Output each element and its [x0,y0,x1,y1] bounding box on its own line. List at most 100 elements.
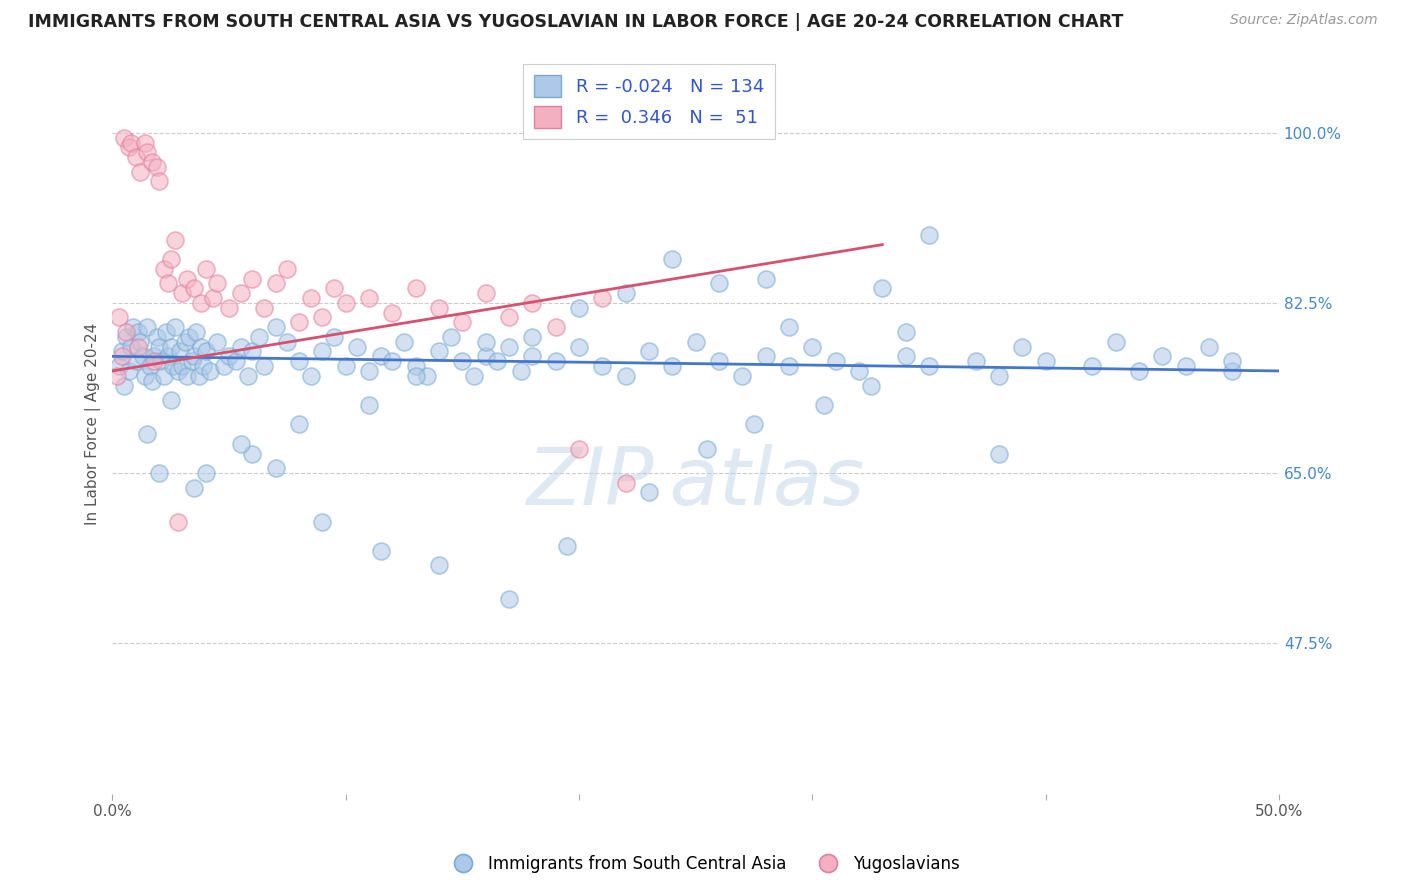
Point [894,350,917,364]
Point [112,378,135,392]
Point [190,340,212,354]
Point [122,320,145,334]
Point [194,466,217,480]
Point [152,261,174,276]
Point [335,359,357,373]
Point [357,398,380,412]
Point [179,330,201,344]
Point [166,515,188,529]
Point [118,140,141,154]
Point [486,354,509,368]
Point [201,291,224,305]
Point [614,368,637,383]
Point [264,277,287,291]
Point [801,340,824,354]
Point [474,334,496,349]
Point [180,354,202,368]
Point [141,155,163,169]
Point [150,354,173,368]
Point [427,558,450,573]
Point [159,393,181,408]
Point [242,446,264,460]
Point [335,296,357,310]
Point [276,334,298,349]
Point [118,364,141,378]
Point [193,359,215,373]
Point [707,277,730,291]
Point [311,515,333,529]
Point [522,296,544,310]
Point [1174,359,1197,373]
Point [568,442,591,456]
Point [148,466,170,480]
Point [276,261,298,276]
Point [370,543,392,558]
Point [253,359,276,373]
Point [918,227,941,242]
Point [125,150,148,164]
Point [112,130,135,145]
Point [194,344,217,359]
Point [661,359,683,373]
Point [148,340,170,354]
Point [194,261,217,276]
Text: Source: ZipAtlas.com: Source: ZipAtlas.com [1230,13,1378,28]
Text: ZIP atlas: ZIP atlas [526,444,865,523]
Point [162,359,184,373]
Point [568,301,591,315]
Point [145,160,167,174]
Point [522,330,544,344]
Legend: R = -0.024   N = 134, R =  0.346   N =  51: R = -0.024 N = 134, R = 0.346 N = 51 [523,64,775,139]
Point [742,417,765,432]
Point [145,330,167,344]
Point [190,296,212,310]
Point [172,286,194,301]
Point [225,354,247,368]
Point [136,145,159,160]
Point [522,350,544,364]
Point [108,359,131,373]
Point [440,330,463,344]
Point [165,233,187,247]
Point [1220,364,1243,378]
Point [247,330,270,344]
Point [405,359,427,373]
Point [218,301,240,315]
Point [451,315,474,329]
Point [965,354,987,368]
Point [544,354,567,368]
Point [614,475,637,490]
Point [173,334,195,349]
Point [463,368,485,383]
Point [176,368,198,383]
Point [229,286,252,301]
Point [988,446,1011,460]
Point [136,320,159,334]
Point [288,315,311,329]
Point [229,340,252,354]
Point [129,165,152,179]
Point [148,174,170,188]
Point [115,325,138,339]
Point [134,368,156,383]
Point [299,368,322,383]
Point [707,354,730,368]
Point [614,286,637,301]
Point [214,359,236,373]
Point [139,359,162,373]
Point [143,350,166,364]
Point [755,350,778,364]
Point [427,301,450,315]
Point [115,330,138,344]
Point [157,277,180,291]
Point [200,364,222,378]
Point [894,325,917,339]
Point [568,340,591,354]
Point [159,340,181,354]
Point [755,271,778,285]
Point [696,442,718,456]
Point [370,350,392,364]
Point [427,344,450,359]
Point [288,417,311,432]
Point [731,368,754,383]
